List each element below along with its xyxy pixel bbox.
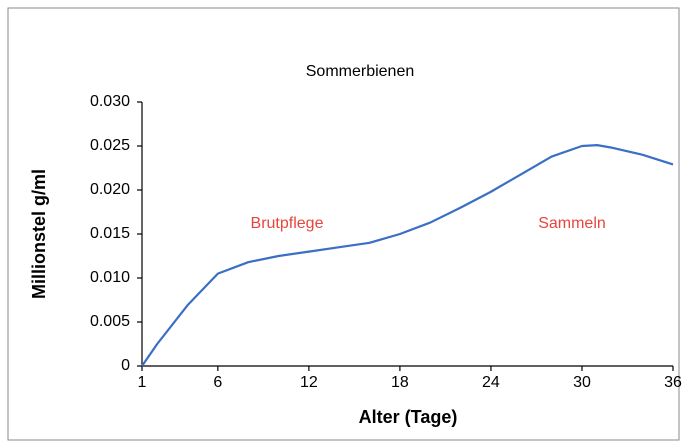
- annotation: Sammeln: [538, 215, 606, 232]
- x-tick-label: 24: [482, 374, 500, 391]
- x-tick-label: 1: [138, 374, 147, 391]
- x-tick-label: 36: [664, 374, 682, 391]
- y-tick-label: 0.025: [90, 137, 130, 154]
- x-tick-label: 6: [213, 374, 222, 391]
- chart-title: Sommerbienen: [306, 63, 415, 80]
- y-tick-label: 0: [121, 357, 130, 374]
- y-tick-label: 0.020: [90, 181, 130, 198]
- x-axis-label: Alter (Tage): [359, 407, 458, 427]
- x-tick-label: 18: [391, 374, 409, 391]
- y-axis-label: Millionstel g/ml: [29, 169, 49, 299]
- y-tick-label: 0.015: [90, 225, 130, 242]
- y-tick-label: 0.010: [90, 269, 130, 286]
- y-tick-label: 0.005: [90, 313, 130, 330]
- x-tick-label: 30: [573, 374, 591, 391]
- x-tick-label: 12: [300, 374, 318, 391]
- data-line: [141, 144, 674, 367]
- chart-frame: [7, 7, 680, 441]
- annotation: Brutpflege: [251, 215, 324, 232]
- y-tick-label: 0.030: [90, 93, 130, 110]
